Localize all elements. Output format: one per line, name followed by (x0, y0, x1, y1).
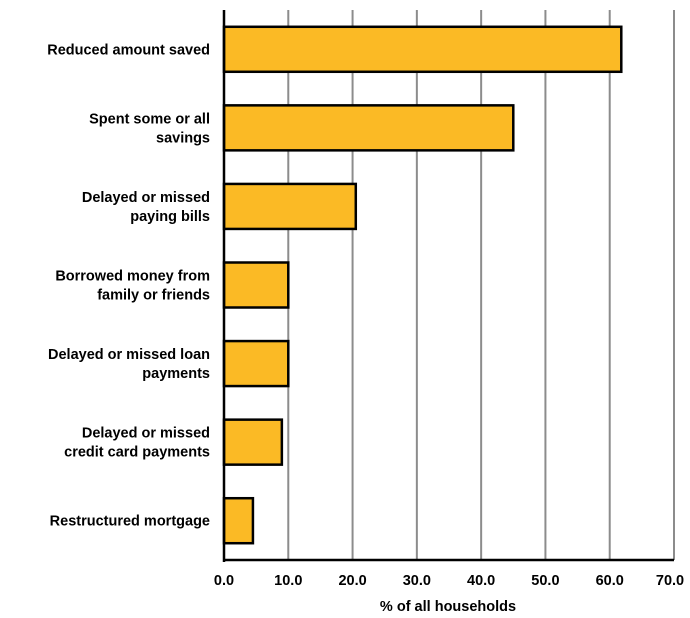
bar (222, 496, 255, 545)
x-tick-label: 0.0 (214, 573, 234, 589)
x-tick-label: 50.0 (531, 573, 559, 589)
x-tick-labels: 0.0 10.0 20.0 30.0 40.0 50.0 60.0 70.0 (214, 573, 684, 589)
category-label: Delayed or missed paying bills (82, 190, 210, 225)
category-label: Spent some or all savings (89, 111, 210, 146)
category-label: Borrowed money from family or friends (55, 269, 210, 304)
grid-lines (287, 10, 675, 560)
x-axis-title: % of all households (380, 599, 516, 615)
category-labels: Reduced amount saved Spent some or all sav… (47, 42, 210, 529)
x-tick-label: 60.0 (596, 573, 624, 589)
category-label: Reduced amount saved (47, 42, 210, 58)
bars (222, 25, 623, 545)
x-tick-label: 10.0 (274, 573, 302, 589)
x-tick-label: 30.0 (403, 573, 431, 589)
bar (222, 25, 623, 74)
bar (222, 261, 290, 309)
x-tick-label: 20.0 (338, 573, 366, 589)
bar (222, 418, 284, 466)
category-label: Restructured mortgage (50, 514, 210, 530)
x-tick-label: 40.0 (467, 573, 495, 589)
bar (222, 339, 290, 388)
category-label: Delayed or missed loan payments (48, 347, 210, 382)
bar (222, 182, 358, 231)
axes (222, 10, 674, 562)
x-tick-label: 70.0 (656, 573, 684, 589)
category-label: Delayed or missed credit card payments (64, 426, 210, 461)
bar (222, 104, 515, 152)
